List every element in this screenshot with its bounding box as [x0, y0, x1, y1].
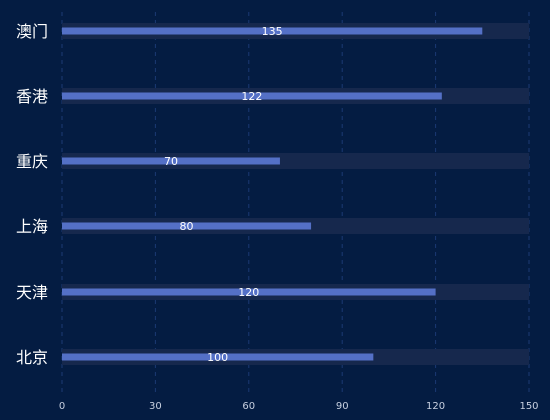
bar-track	[62, 153, 529, 169]
category-label: 香港	[16, 87, 48, 106]
category-label: 上海	[16, 217, 48, 236]
x-tick-label: 0	[59, 401, 65, 412]
x-tick-label: 120	[426, 401, 445, 412]
bar-tracks	[62, 23, 529, 365]
x-tick-label: 30	[149, 401, 162, 412]
category-label: 北京	[16, 348, 48, 367]
x-tick-label: 150	[519, 401, 538, 412]
bars	[62, 27, 483, 361]
category-label: 天津	[16, 283, 48, 302]
data-label: 100	[207, 351, 228, 364]
bar	[62, 157, 280, 165]
bar	[62, 27, 483, 35]
grid-lines	[61, 12, 530, 392]
data-label: 135	[262, 25, 283, 38]
category-label: 澳门	[16, 22, 48, 41]
bar	[62, 353, 374, 361]
bar	[62, 288, 436, 296]
x-axis-ticks: 0 30 60 90 120 150	[59, 401, 539, 412]
data-label: 70	[164, 155, 178, 168]
bar	[62, 92, 442, 100]
data-label: 120	[238, 286, 259, 299]
category-label: 重庆	[16, 152, 48, 171]
bar	[62, 222, 312, 230]
data-label: 80	[180, 220, 194, 233]
x-tick-label: 60	[242, 401, 255, 412]
data-labels: 135 122 70 80 120 100	[164, 25, 283, 364]
x-tick-label: 90	[336, 401, 349, 412]
data-label: 122	[241, 90, 262, 103]
